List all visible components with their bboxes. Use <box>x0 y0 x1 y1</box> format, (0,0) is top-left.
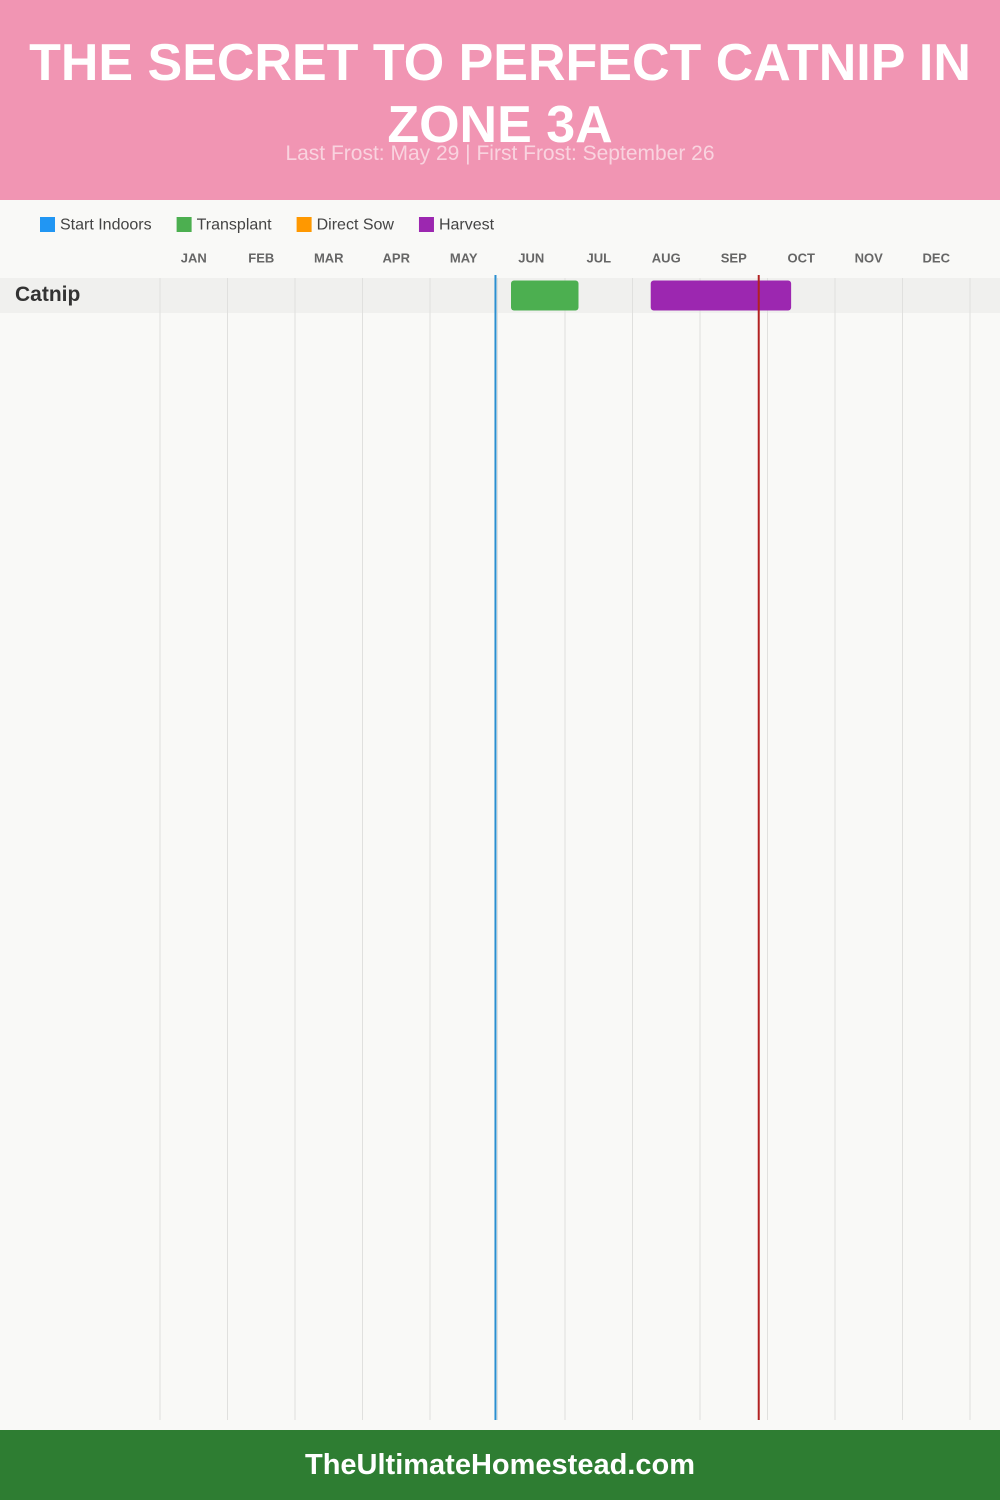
legend-label: Start Indoors <box>60 217 152 234</box>
legend-label: Direct Sow <box>317 217 395 234</box>
footer: TheUltimateHomestead.com <box>0 1430 1000 1500</box>
gantt-bar <box>650 280 792 311</box>
legend-swatch <box>418 217 434 232</box>
x-tick-label: AUG <box>652 250 681 265</box>
legend-label: Transplant <box>197 217 273 234</box>
legend-swatch <box>176 217 192 232</box>
x-tick-label: NOV <box>855 250 884 265</box>
row-label: Catnip <box>15 283 80 306</box>
chart-title: THE SECRET TO PERFECT CATNIP IN ZONE 3A <box>29 34 971 154</box>
x-tick-label: MAY <box>450 250 478 265</box>
x-tick-label: JUL <box>586 250 611 265</box>
gantt-bar <box>511 280 579 311</box>
x-tick-label: DEC <box>923 250 951 265</box>
x-tick-label: FEB <box>248 250 274 265</box>
x-tick-label: OCT <box>788 250 816 265</box>
header: THE SECRET TO PERFECT CATNIP IN ZONE 3A … <box>0 0 1000 200</box>
chart: Start Indoors Transplant Direct Sow Harvest… <box>0 217 1000 1420</box>
legend-swatch <box>296 217 312 232</box>
x-tick-label: JUN <box>518 250 544 265</box>
x-tick-label: JAN <box>181 250 207 265</box>
x-tick-label: SEP <box>721 250 747 265</box>
legend-label: Harvest <box>439 217 495 234</box>
row-band <box>0 278 1000 313</box>
legend-swatch <box>40 217 55 232</box>
x-tick-label: APR <box>383 250 411 265</box>
chart-subtitle: Last Frost: May 29 | First Frost: Septem… <box>285 142 715 165</box>
x-tick-label: MAR <box>314 250 344 265</box>
